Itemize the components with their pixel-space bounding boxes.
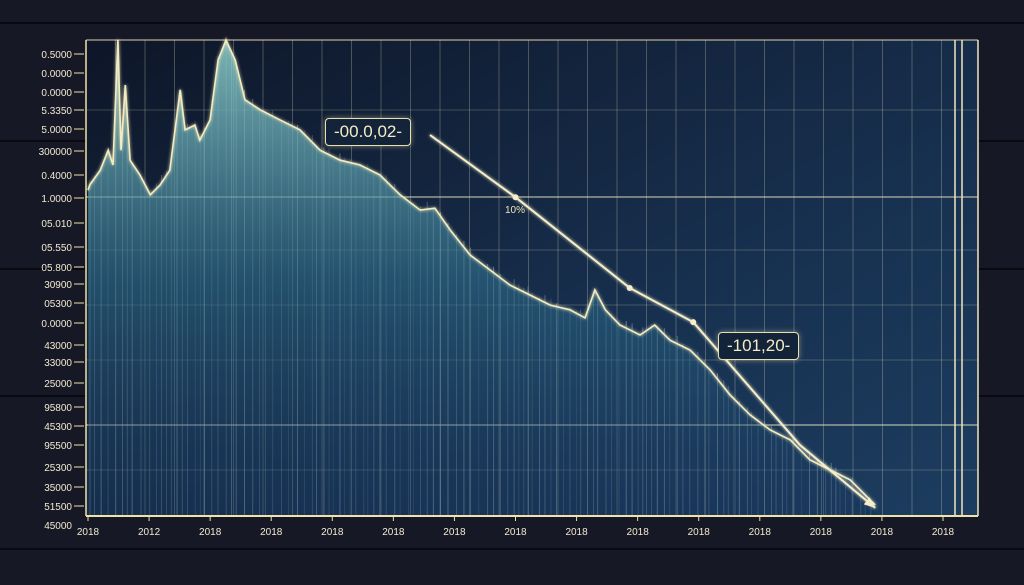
x-tick-label: 2012 xyxy=(138,527,161,538)
x-tick-label: 2018 xyxy=(627,527,650,538)
area-fill xyxy=(88,40,876,515)
y-tick-label: 51500 xyxy=(44,502,72,513)
x-tick-label: 2018 xyxy=(382,527,405,538)
series-line xyxy=(87,37,876,506)
x-tick-label: 2018 xyxy=(260,527,283,538)
y-tick-label: 33000 xyxy=(44,358,72,369)
x-tick-label: 2018 xyxy=(749,527,772,538)
x-tick-label: 2018 xyxy=(321,527,344,538)
y-tick-label: 25300 xyxy=(44,463,72,474)
y-tick-label: 0.5000 xyxy=(41,50,72,61)
trend-arrow-node xyxy=(512,194,519,201)
y-tick-label: 5.0000 xyxy=(41,125,72,136)
trend-arrow-node xyxy=(626,284,633,291)
y-tick-label: 300000 xyxy=(39,147,73,158)
annotation-label-1: -00.0,02- xyxy=(325,118,412,146)
x-tick-label: 2018 xyxy=(932,527,955,538)
y-tick-label: 05.550 xyxy=(41,243,72,254)
x-tick-label: 2018 xyxy=(77,527,100,538)
wood-plank-seam xyxy=(0,548,1024,550)
y-tick-label: 05.800 xyxy=(41,263,72,274)
wood-plank-seam xyxy=(0,22,1024,24)
y-tick-label: 45300 xyxy=(44,422,72,433)
x-ticks: 2018 2012 2018 2018 2018 2018 2018 2018 2018 2018… xyxy=(77,516,955,538)
y-tick-label: 05300 xyxy=(44,299,72,310)
trend-arrow-head xyxy=(863,497,876,508)
y-tick-label: 30900 xyxy=(44,280,72,291)
y-tick-label: 45000 xyxy=(44,521,72,532)
annotation-label-2: -101,20- xyxy=(718,332,800,360)
trend-arrow-line xyxy=(429,134,876,509)
y-ticks: 0.5000 0.0000 0.0000 5.3350 5.0000 300000 0.40… xyxy=(39,50,84,532)
y-tick-label: 95800 xyxy=(44,403,72,414)
y-tick-label: 5.3350 xyxy=(41,106,72,117)
x-tick-label: 2018 xyxy=(443,527,466,538)
y-tick-label: 0.4000 xyxy=(41,171,72,182)
y-tick-label: 1.0000 xyxy=(41,194,72,205)
y-tick-label: 0.0000 xyxy=(41,88,72,99)
y-tick-label: 95500 xyxy=(44,441,72,452)
trend-arrow-node xyxy=(690,319,697,326)
trend-arrow xyxy=(429,134,876,509)
x-tick-label: 2018 xyxy=(810,527,833,538)
y-tick-label: 35000 xyxy=(44,483,72,494)
y-tick-label: 05.010 xyxy=(41,219,72,230)
x-tick-label: 2018 xyxy=(199,527,222,538)
y-tick-label: 43000 xyxy=(44,341,72,352)
x-tick-label: 2018 xyxy=(688,527,711,538)
y-tick-label: 0.0000 xyxy=(41,319,72,330)
x-tick-label: 2018 xyxy=(565,527,588,538)
y-tick-label: 0.0000 xyxy=(41,69,72,80)
y-tick-label: 25000 xyxy=(44,379,72,390)
x-tick-label: 2018 xyxy=(504,527,527,538)
x-tick-label: 2018 xyxy=(871,527,894,538)
annotation-percent: 10% xyxy=(505,205,526,216)
